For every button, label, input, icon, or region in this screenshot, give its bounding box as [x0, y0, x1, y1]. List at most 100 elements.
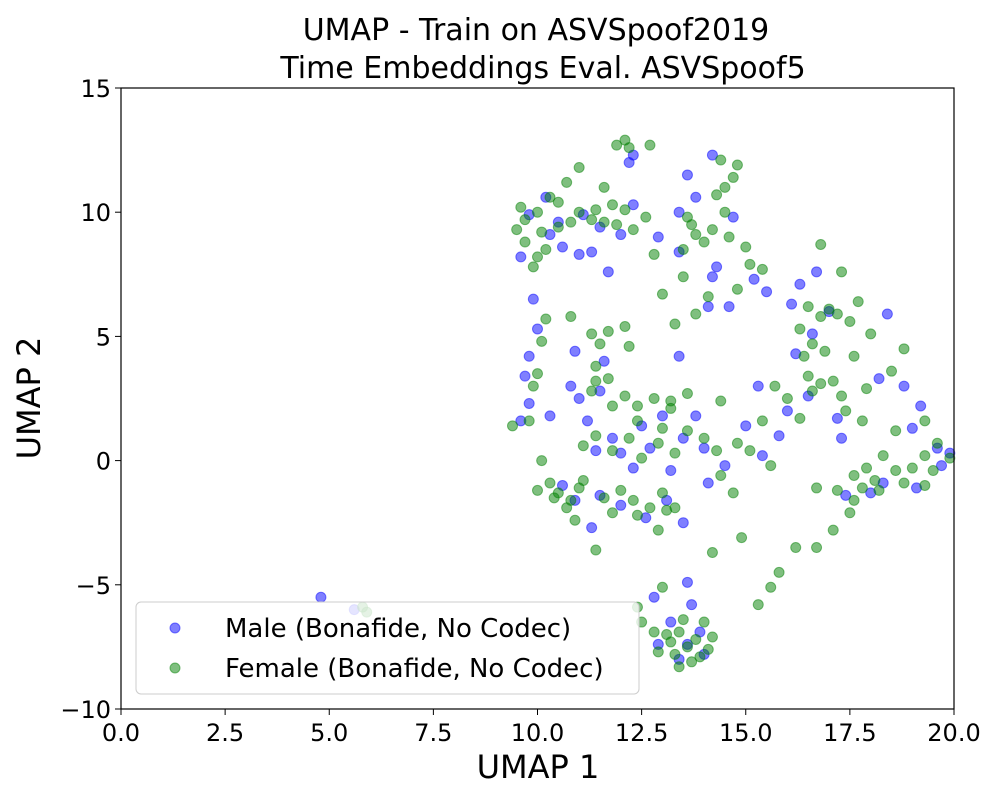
scatter-point [786, 298, 798, 310]
scatter-point [811, 542, 823, 554]
scatter-point [706, 224, 718, 236]
scatter-point [802, 301, 814, 313]
legend-marker-female [169, 662, 181, 674]
scatter-point [727, 487, 739, 499]
scatter-point [656, 410, 668, 422]
scatter-point [790, 542, 802, 554]
scatter-point [702, 477, 714, 489]
scatter-point [573, 393, 585, 404]
scatter-point [694, 651, 706, 663]
scatter-point [586, 522, 598, 534]
scatter-point [565, 380, 577, 392]
scatter-point [794, 412, 806, 424]
scatter-point [806, 338, 818, 350]
x-tick-label: 15.0 [719, 719, 772, 747]
scatter-point [569, 514, 581, 526]
scatter-point [736, 532, 748, 544]
scatter-point [544, 477, 556, 489]
scatter-point [532, 251, 543, 263]
scatter-point [656, 581, 668, 593]
scatter-point [665, 402, 677, 414]
scatter-point [898, 380, 910, 392]
scatter-point [507, 420, 519, 432]
scatter-point [848, 470, 860, 482]
scatter-point [623, 432, 635, 444]
scatter-point [827, 524, 839, 536]
scatter-point [698, 616, 710, 628]
scatter-point [527, 293, 539, 305]
scatter-point [756, 415, 768, 427]
scatter-point [811, 482, 823, 494]
scatter-point [656, 487, 668, 499]
scatter-point [511, 224, 523, 236]
scatter-point [890, 425, 902, 437]
scatter-point [711, 261, 723, 273]
scatter-point [652, 437, 664, 449]
scatter-point [669, 318, 681, 330]
scatter-point [931, 437, 943, 449]
scatter-point [677, 271, 689, 283]
scatter-point [677, 614, 689, 626]
scatter-point [652, 646, 664, 658]
scatter-point [669, 447, 681, 459]
scatter-point [590, 204, 602, 216]
scatter-point [731, 283, 743, 295]
scatter-point [623, 142, 635, 154]
scatter-point [681, 211, 693, 223]
scatter-point [590, 375, 602, 387]
scatter-point [702, 291, 714, 303]
scatter-point [573, 248, 585, 260]
scatter-point [740, 241, 752, 253]
scatter-point [811, 266, 823, 278]
scatter-points [315, 134, 956, 673]
scatter-point [577, 474, 589, 486]
scatter-point [848, 494, 860, 506]
scatter-point [611, 219, 623, 231]
scatter-point [648, 591, 660, 603]
scatter-point [590, 544, 602, 556]
scatter-point [919, 450, 931, 462]
scatter-point [865, 328, 877, 340]
x-axis-ticks: 0.0 2.5 5.0 7.5 10.0 12.5 15.0 17.5 20.0 [102, 709, 981, 747]
scatter-point [919, 479, 931, 491]
scatter-point [844, 315, 856, 327]
scatter-point [627, 224, 639, 236]
scatter-point [856, 482, 868, 494]
scatter-point [802, 370, 814, 382]
scatter-point [706, 547, 718, 559]
scatter-point [765, 581, 777, 593]
scatter-point [731, 437, 743, 449]
scatter-point [598, 216, 610, 228]
scatter-point [681, 576, 693, 588]
scatter-point [815, 311, 827, 323]
scatter-point [573, 161, 585, 173]
scatter-point [869, 474, 881, 486]
scatter-point [856, 415, 868, 427]
scatter-point [919, 415, 931, 427]
scatter-point [698, 442, 710, 454]
scatter-point [756, 263, 768, 275]
scatter-point [840, 405, 852, 417]
scatter-point [752, 380, 764, 392]
scatter-point [673, 661, 685, 673]
scatter-point [573, 206, 585, 218]
x-tick-label: 20.0 [927, 719, 980, 747]
scatter-point [844, 507, 856, 519]
scatter-point [536, 226, 548, 238]
scatter-point [752, 599, 764, 611]
scatter-point [815, 378, 827, 390]
y-tick-label: −10 [60, 696, 111, 724]
scatter-point [831, 412, 843, 424]
scatter-point [606, 445, 618, 457]
scatter-point [765, 460, 777, 472]
scatter-point [586, 214, 598, 226]
scatter-point [686, 599, 698, 611]
scatter-point [686, 656, 698, 668]
y-tick-label: −5 [76, 572, 111, 600]
scatter-point [540, 243, 552, 255]
scatter-point [527, 380, 539, 392]
scatter-point [619, 204, 631, 216]
scatter-point [656, 288, 668, 300]
scatter-point [915, 400, 927, 412]
scatter-point [627, 494, 639, 506]
